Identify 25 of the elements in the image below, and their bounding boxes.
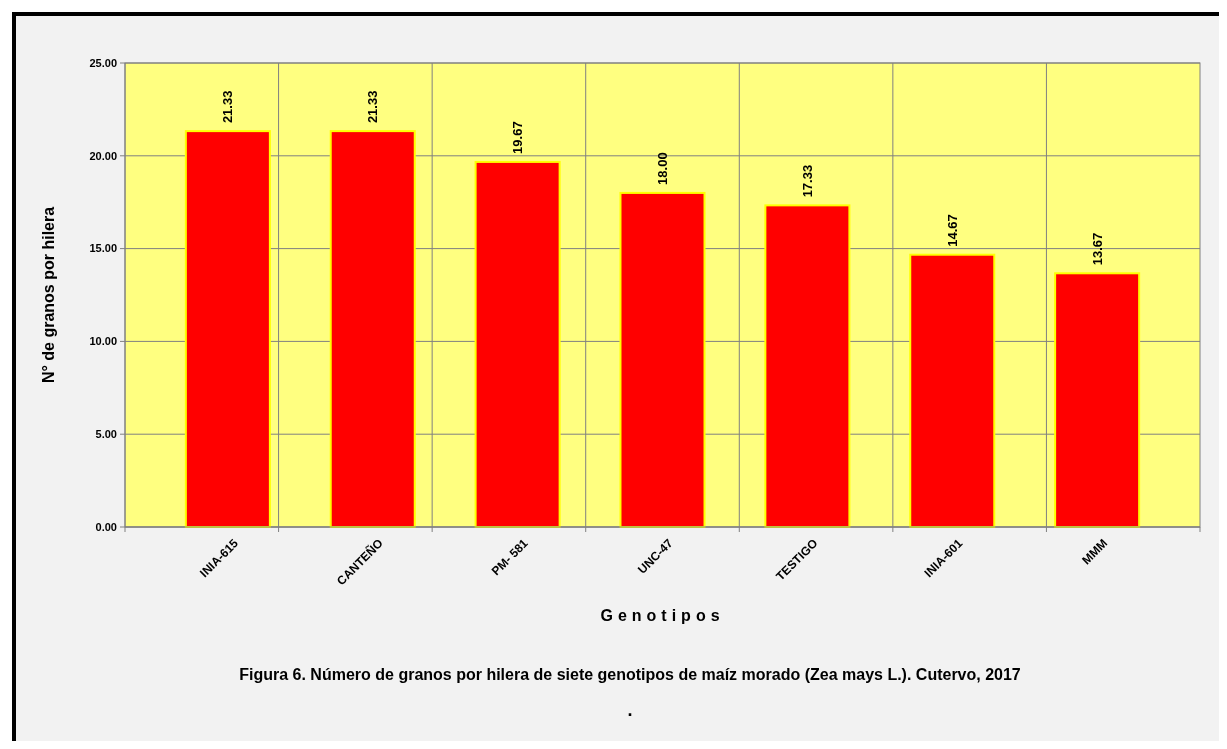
data-label: 19.67	[510, 121, 526, 154]
bar	[474, 160, 561, 528]
bar	[764, 204, 851, 528]
data-label: 14.67	[944, 214, 960, 247]
text: .	[627, 700, 633, 720]
data-label: 21.33	[220, 90, 236, 124]
data-label: 13.67	[1089, 232, 1105, 266]
y-tick-label: 15.00	[89, 242, 117, 255]
y-tick-label: 0.00	[95, 520, 117, 533]
y-tick-label: 5.00	[95, 428, 117, 441]
y-tick-label: 10.00	[89, 335, 117, 348]
bar	[619, 191, 706, 528]
x-tick-label: PM- 581	[488, 535, 531, 579]
bar	[184, 130, 271, 528]
bar	[909, 253, 996, 528]
x-axis-title: Genotipos	[600, 607, 725, 624]
bar	[329, 130, 416, 528]
data-label: 21.33	[365, 90, 381, 124]
text: Figura 6. Número de granos por hilera de siete genotipos de maíz morado (Zea mays L.). Cutervo, 2017	[239, 666, 1021, 683]
y-axis-title: N° de granos por hilera	[40, 206, 57, 384]
y-tick-label: 20.00	[89, 149, 117, 162]
y-tick-label: 25.00	[89, 56, 117, 69]
data-label: 18.00	[655, 152, 671, 185]
data-label: 17.33	[799, 164, 815, 198]
bar	[1054, 272, 1141, 528]
